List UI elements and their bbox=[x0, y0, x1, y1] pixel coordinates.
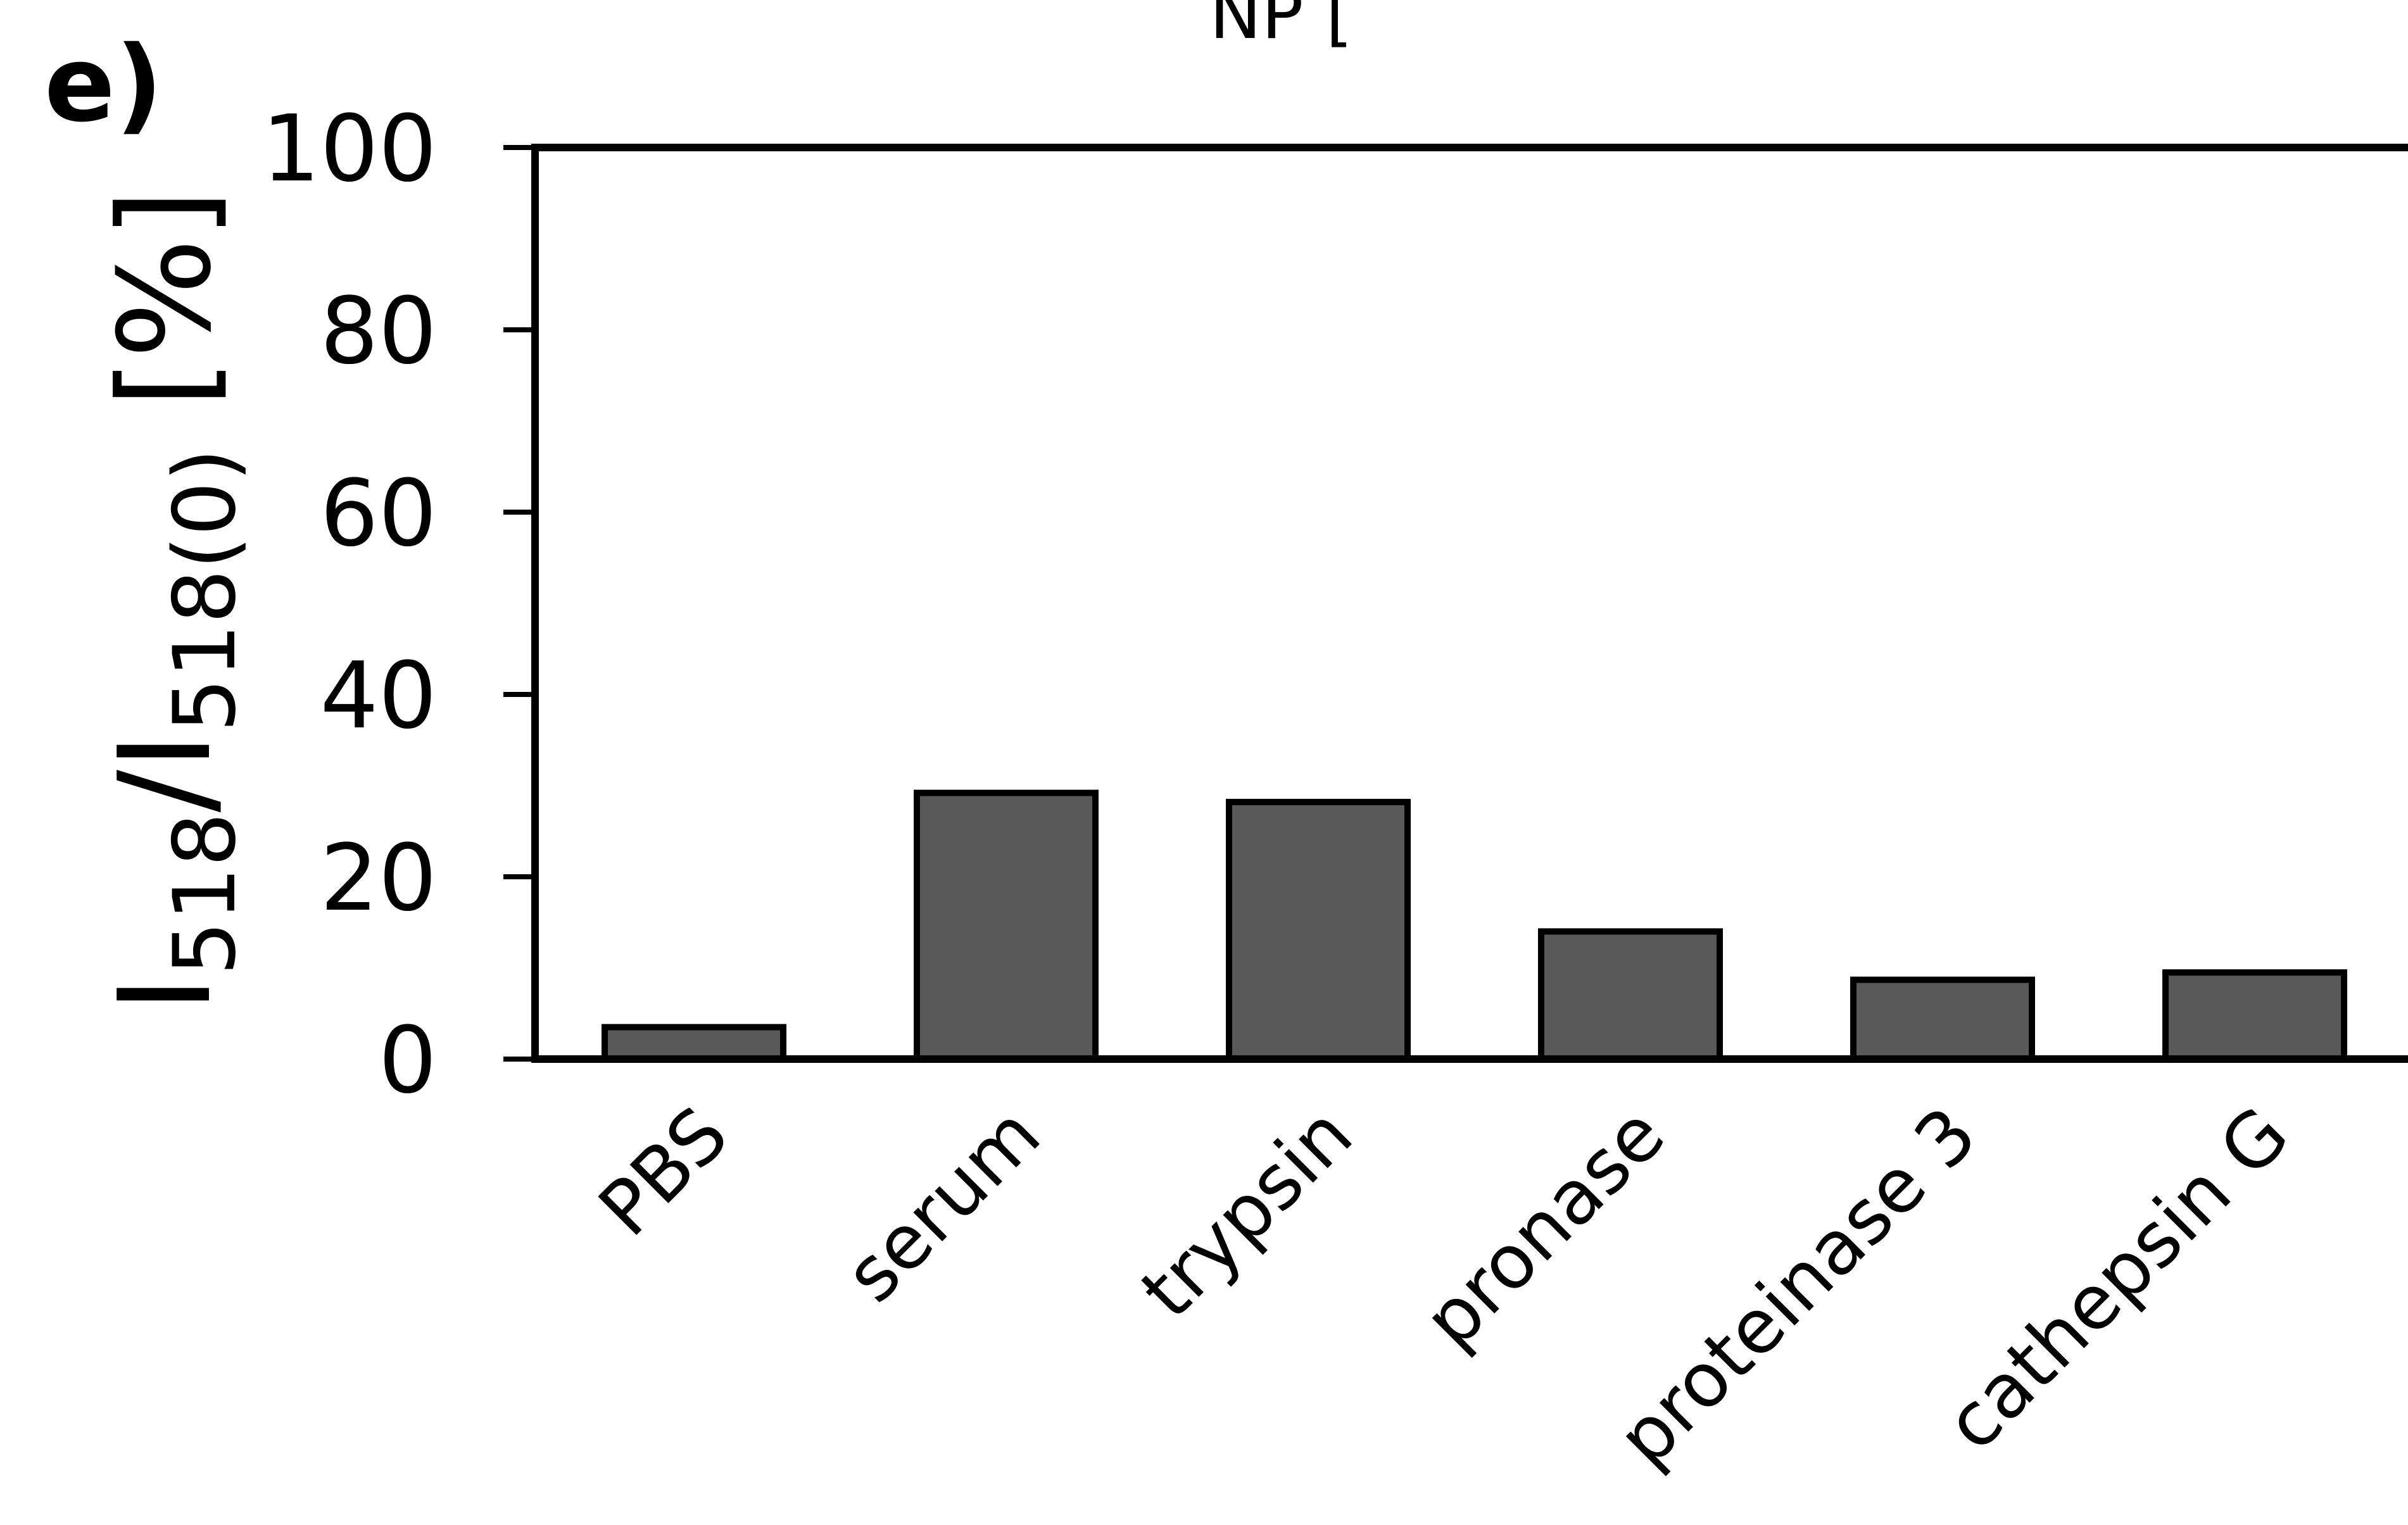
y-tick-label: 20 bbox=[320, 825, 437, 932]
bar-proteinase-3 bbox=[1850, 976, 2035, 1062]
bar-serum bbox=[914, 789, 1099, 1063]
y-tick-label: 40 bbox=[320, 643, 437, 750]
top-cut-text: NP [ bbox=[1209, 0, 1353, 54]
panel-label: e) bbox=[44, 23, 163, 145]
y-tick-label: 100 bbox=[262, 96, 437, 203]
x-category-label: trypsin bbox=[1124, 1090, 1368, 1334]
y-axis: 0 20 40 60 80 100 bbox=[262, 96, 535, 1114]
x-category-label: pronase bbox=[1407, 1090, 1681, 1364]
x-category-label: serum bbox=[828, 1090, 1057, 1319]
y-axis-title-part: [%] bbox=[92, 189, 239, 448]
y-axis-title-part: 518 bbox=[155, 812, 255, 976]
y-axis-title: I518/I518(0) [%] bbox=[92, 189, 255, 1013]
y-axis-title-part: 518(0) bbox=[155, 448, 255, 732]
bar-cathepsin-g bbox=[2162, 969, 2347, 1062]
plot-frame bbox=[531, 144, 2408, 1063]
x-category-label: PBS bbox=[582, 1090, 745, 1253]
y-axis-title-part: /I bbox=[92, 732, 239, 812]
y-tick-label: 80 bbox=[320, 278, 437, 385]
bar-trypsin bbox=[1226, 798, 1411, 1063]
bar-pbs bbox=[602, 1024, 786, 1062]
y-axis-title-part: I bbox=[92, 976, 239, 1013]
bars-group bbox=[602, 789, 2347, 1063]
y-tick-label: 0 bbox=[379, 1007, 437, 1114]
bar-pronase bbox=[1538, 928, 1723, 1063]
y-tick-label: 60 bbox=[320, 460, 437, 567]
